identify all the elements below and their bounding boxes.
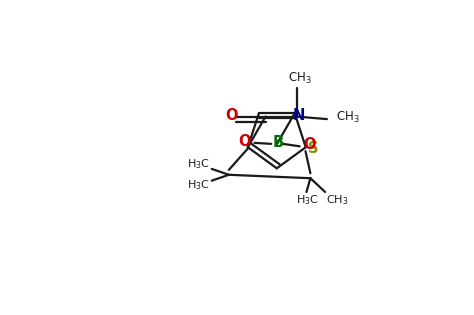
Text: O: O [303,137,316,152]
Text: CH$_3$: CH$_3$ [288,71,312,86]
Text: CH$_3$: CH$_3$ [326,193,349,207]
Text: H$_3$C: H$_3$C [187,157,210,171]
Text: O: O [225,108,237,123]
Text: S: S [308,141,319,156]
Text: CH$_3$: CH$_3$ [336,110,359,125]
Text: H$_3$C: H$_3$C [297,193,319,207]
Text: H$_3$C: H$_3$C [187,179,210,192]
Text: O: O [238,134,251,149]
Text: B: B [273,135,283,150]
Text: N: N [292,108,305,123]
